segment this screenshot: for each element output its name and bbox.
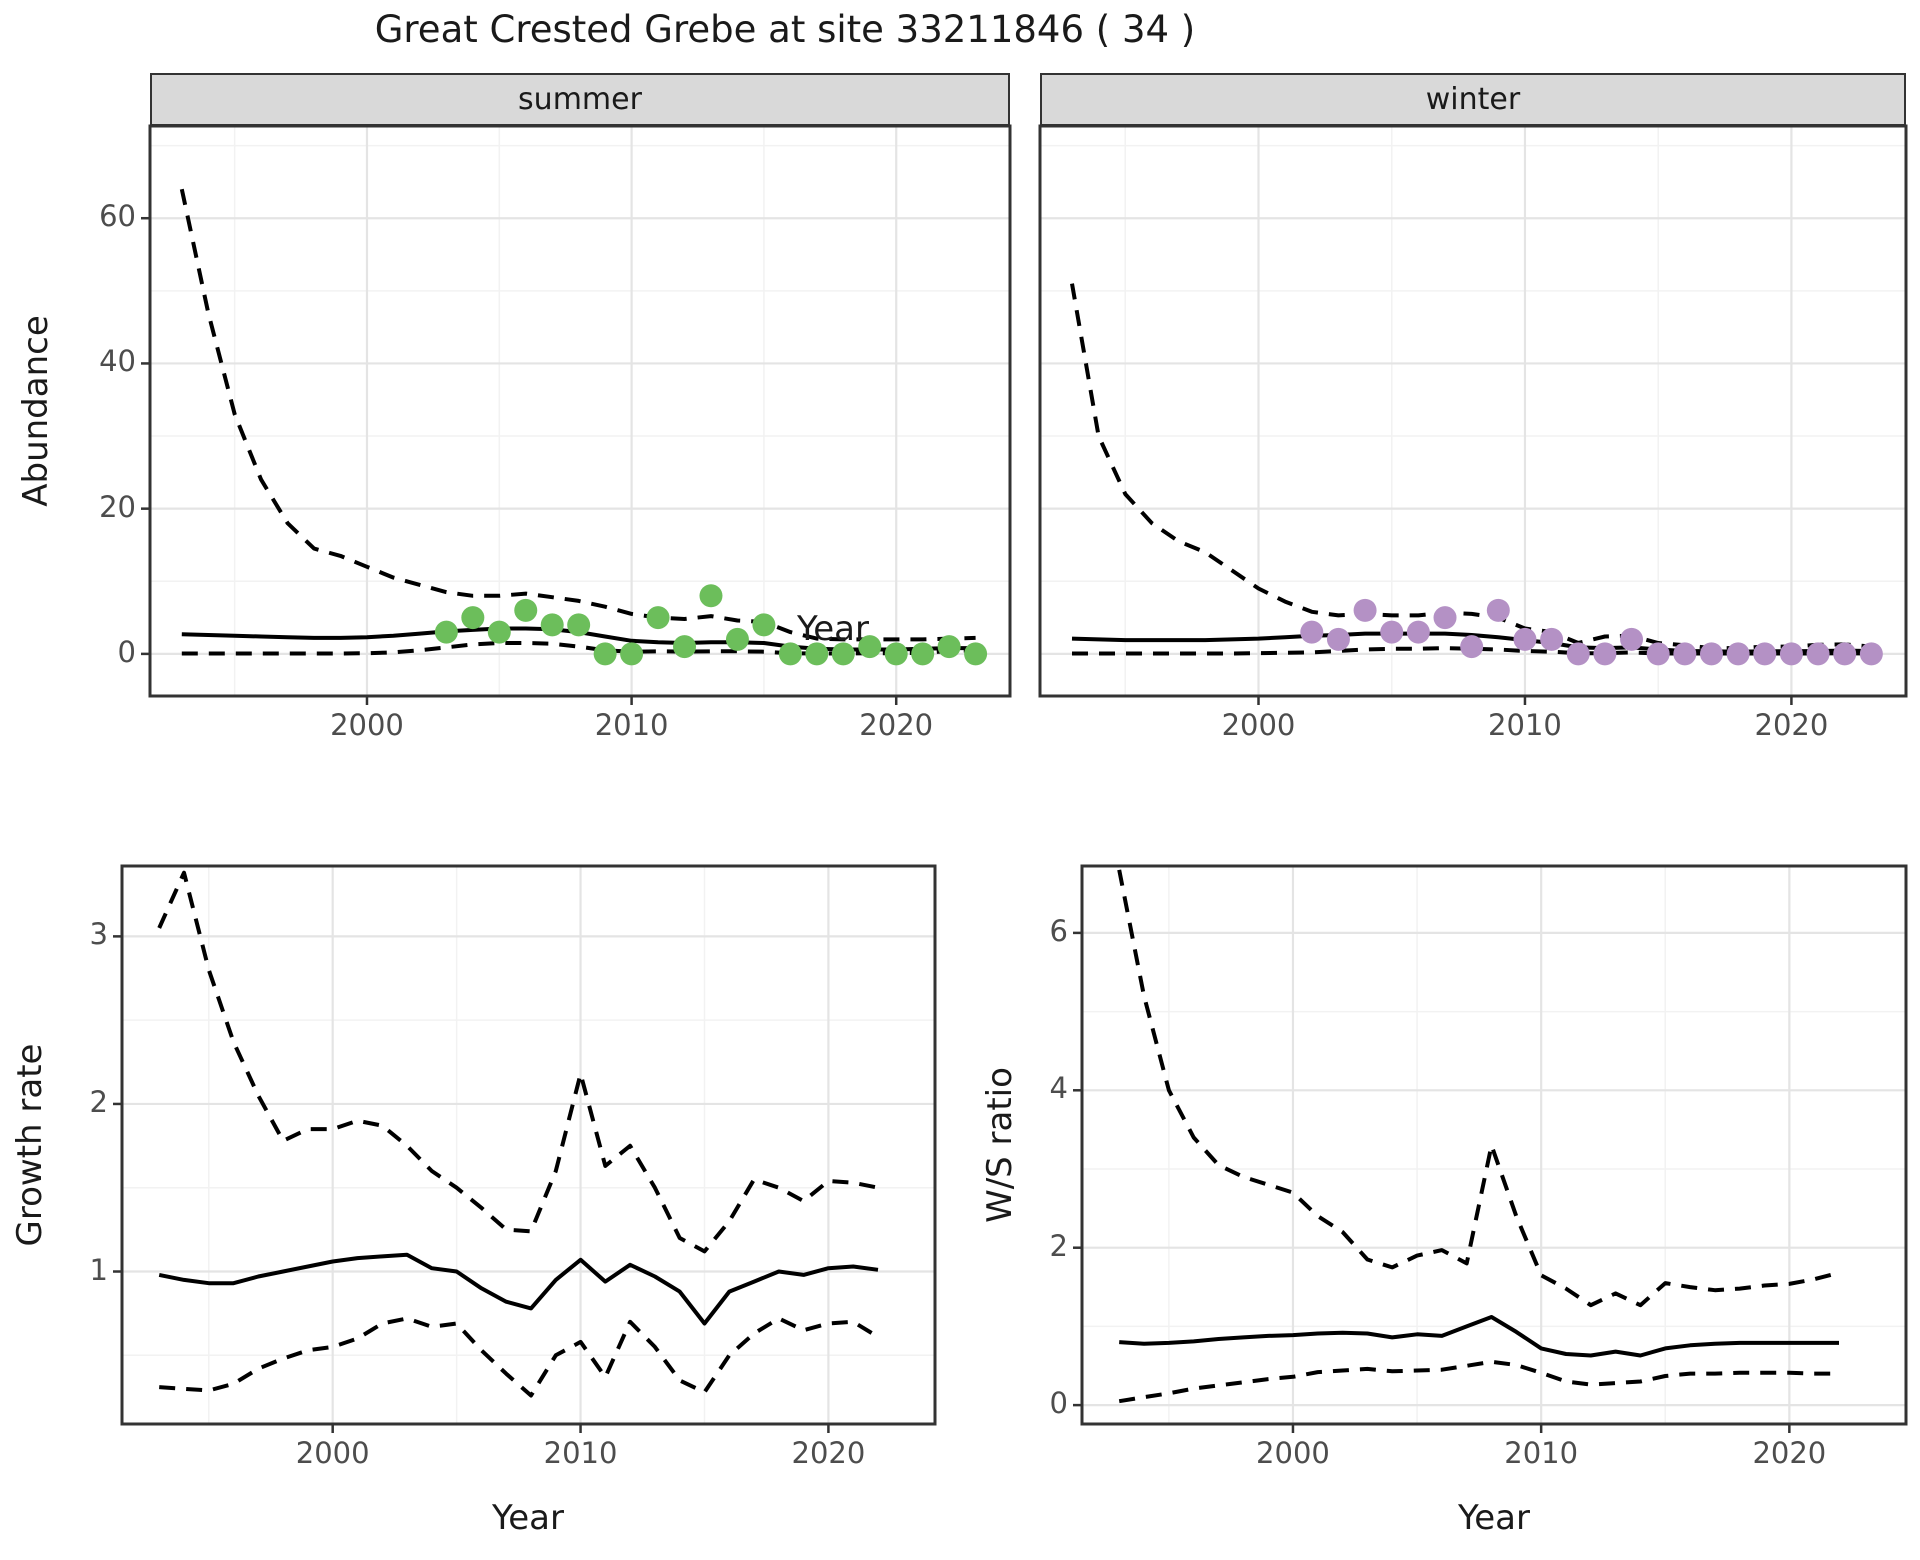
data-point-observed-counts bbox=[1486, 598, 1510, 622]
x-axis-title-growth-rate: Year bbox=[492, 1498, 564, 1538]
series-line-fit bbox=[158, 1252, 879, 1326]
data-point-observed-counts bbox=[884, 642, 908, 666]
chart-panel-abundance-summer bbox=[141, 124, 1012, 705]
data-point-observed-counts bbox=[1353, 598, 1377, 622]
data-point-observed-counts bbox=[1806, 642, 1830, 666]
data-point-observed-counts bbox=[752, 613, 776, 637]
panel-background bbox=[1040, 126, 1906, 696]
data-point-observed-counts bbox=[620, 642, 644, 666]
x-axis-title-abundance: Year bbox=[797, 609, 869, 649]
data-point-observed-counts bbox=[593, 642, 617, 666]
data-point-observed-counts bbox=[778, 642, 802, 666]
data-point-observed-counts bbox=[805, 642, 829, 666]
data-point-observed-counts bbox=[1300, 620, 1324, 644]
panel-background bbox=[150, 126, 1010, 696]
data-point-observed-counts bbox=[831, 642, 855, 666]
data-point-observed-counts bbox=[1753, 642, 1777, 666]
data-point-observed-counts bbox=[937, 635, 961, 659]
data-point-observed-counts bbox=[434, 620, 458, 644]
data-point-observed-counts bbox=[1859, 642, 1883, 666]
series-line-fit bbox=[1119, 1315, 1839, 1358]
data-point-observed-counts bbox=[646, 606, 670, 630]
facet-strip-summer: summer bbox=[150, 73, 1010, 126]
data-point-observed-counts bbox=[673, 635, 697, 659]
x-axis-title-ws-ratio: Year bbox=[1458, 1498, 1530, 1538]
data-point-observed-counts bbox=[1673, 642, 1697, 666]
series-line-upper-ci bbox=[1117, 869, 1840, 1308]
data-point-observed-counts bbox=[911, 642, 935, 666]
panel-border bbox=[1080, 864, 1908, 1426]
data-point-observed-counts bbox=[1433, 606, 1457, 630]
data-point-observed-counts bbox=[1646, 642, 1670, 666]
y-axis-title-ws-ratio: W/S ratio bbox=[980, 1067, 1020, 1223]
data-point-observed-counts bbox=[1460, 635, 1484, 659]
facet-strip-winter-label: winter bbox=[1425, 82, 1521, 117]
panel-background bbox=[122, 866, 935, 1424]
data-point-observed-counts bbox=[540, 613, 564, 637]
panel-border bbox=[1038, 124, 1908, 698]
data-point-observed-counts bbox=[699, 584, 723, 608]
data-point-observed-counts bbox=[1513, 627, 1537, 651]
data-point-observed-counts bbox=[1566, 642, 1590, 666]
panel-border bbox=[148, 124, 1012, 698]
data-point-observed-counts bbox=[725, 627, 749, 651]
data-point-observed-counts bbox=[1540, 627, 1564, 651]
data-point-observed-counts bbox=[1726, 642, 1750, 666]
facet-strip-winter: winter bbox=[1040, 73, 1906, 126]
data-point-observed-counts bbox=[858, 635, 882, 659]
data-point-observed-counts bbox=[1620, 627, 1644, 651]
series-line-upper-ci bbox=[157, 870, 879, 1254]
panel-border bbox=[120, 864, 937, 1426]
y-axis-title-growth-rate: Growth rate bbox=[10, 1043, 50, 1247]
data-point-observed-counts bbox=[1593, 642, 1617, 666]
panel-background bbox=[1082, 866, 1906, 1424]
data-point-observed-counts bbox=[1699, 642, 1723, 666]
series-line-lower-ci bbox=[159, 1316, 880, 1398]
data-point-observed-counts bbox=[567, 613, 591, 637]
data-point-observed-counts bbox=[487, 620, 511, 644]
chart-panel-growth-rate bbox=[113, 864, 937, 1433]
series-line-upper-ci bbox=[179, 188, 976, 642]
chart-panel-abundance-winter bbox=[1038, 124, 1908, 705]
facet-strip-summer-label: summer bbox=[518, 82, 642, 117]
page-title: Great Crested Grebe at site 33211846 ( 3… bbox=[374, 8, 1196, 51]
chart-panel-ws-ratio bbox=[1073, 864, 1908, 1433]
data-point-observed-counts bbox=[1326, 627, 1350, 651]
data-point-observed-counts bbox=[514, 598, 538, 622]
series-line-lower-ci bbox=[1118, 1359, 1839, 1404]
data-point-observed-counts bbox=[461, 606, 485, 630]
data-point-observed-counts bbox=[1380, 620, 1404, 644]
data-point-observed-counts bbox=[1406, 620, 1430, 644]
data-point-observed-counts bbox=[1779, 642, 1803, 666]
y-axis-title-abundance: Abundance bbox=[16, 315, 56, 507]
data-point-observed-counts bbox=[1833, 642, 1857, 666]
data-point-observed-counts bbox=[964, 642, 988, 666]
